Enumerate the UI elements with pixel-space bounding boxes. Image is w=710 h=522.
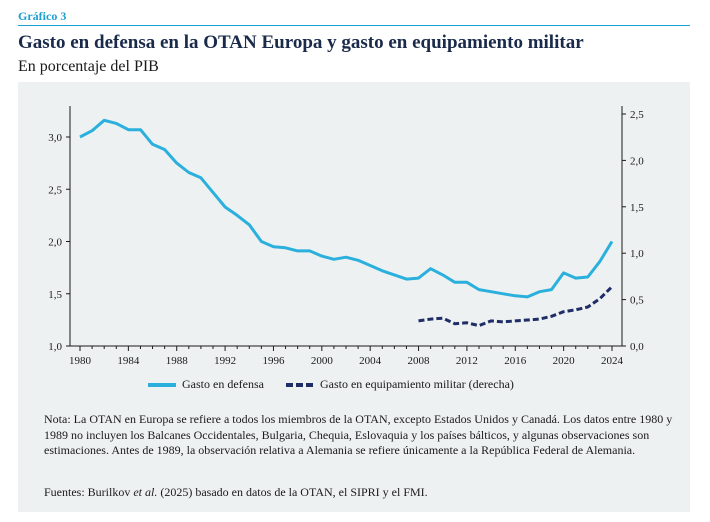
x-tick-label: 1988: [166, 355, 189, 367]
legend-swatch-dashed: [285, 382, 314, 387]
source-etal: et al.: [133, 485, 158, 499]
x-tick-label: 2004: [359, 355, 382, 367]
y-right-tick-label: 2,5: [630, 109, 644, 121]
x-tick-label: 2016: [504, 355, 527, 367]
x-tick-label: 2000: [311, 355, 334, 367]
y-left-tick-label: 1,5: [48, 289, 62, 301]
chart-subtitle: En porcentaje del PIB: [18, 58, 159, 75]
chart-title: Gasto en defensa en la OTAN Europa y gas…: [18, 32, 584, 53]
line-chart: 1,0 1,5 2,0 2,5 3,0 0,0 0,5 1,0 1,5 2,0 2,5 1980 198…: [48, 106, 644, 367]
chart-legend: Gasto en defensa Gasto en equipamiento m…: [148, 377, 536, 392]
x-tick-label: 1992: [214, 355, 236, 367]
legend-item-defense: Gasto en defensa: [148, 377, 264, 392]
figure-label: Gráfico 3: [18, 9, 67, 23]
x-tick-label: 2020: [553, 355, 576, 367]
y-right-tick-label: 0,5: [630, 295, 644, 307]
chart-panel: 1,0 1,5 2,0 2,5 3,0 0,0 0,5 1,0 1,5 2,0 2,5 1980 198…: [18, 82, 690, 512]
y-right-tick-label: 1,5: [630, 202, 644, 214]
source-prefix: Fuentes: Burilkov: [44, 485, 134, 499]
y-left-tick-label: 1,0: [48, 341, 62, 353]
y-left-tick-label: 2,5: [48, 184, 62, 196]
header-rule: [18, 25, 690, 26]
legend-item-equipment: Gasto en equipamiento militar (derecha): [285, 377, 514, 392]
legend-label-defense: Gasto en defensa: [182, 377, 264, 391]
series-line-equipment: [418, 285, 614, 328]
y-right-tick-label: 0,0: [630, 341, 644, 353]
x-tick-label: 1980: [69, 355, 92, 367]
legend-label-equipment: Gasto en equipamiento militar (derecha): [319, 377, 514, 391]
chart-source: Fuentes: Burilkov et al. (2025) basado e…: [44, 485, 684, 500]
x-tick-label: 2012: [456, 355, 478, 367]
x-tick-label: 1996: [262, 355, 285, 367]
y-left-tick-label: 2,0: [48, 237, 62, 249]
y-left-tick-label: 3,0: [48, 132, 62, 144]
x-tick-label: 1984: [117, 355, 140, 367]
chart-note: Nota: La OTAN en Europa se refiere a tod…: [44, 412, 673, 457]
x-tick-label: 2024: [601, 355, 624, 367]
y-right-tick-label: 2,0: [630, 155, 644, 167]
legend-swatch-solid: [148, 382, 176, 387]
x-tick-label: 2008: [408, 355, 431, 367]
source-suffix: (2025) basado en datos de la OTAN, el SI…: [157, 485, 428, 499]
y-right-tick-label: 1,0: [630, 248, 644, 260]
series-line-defense: [79, 118, 614, 299]
